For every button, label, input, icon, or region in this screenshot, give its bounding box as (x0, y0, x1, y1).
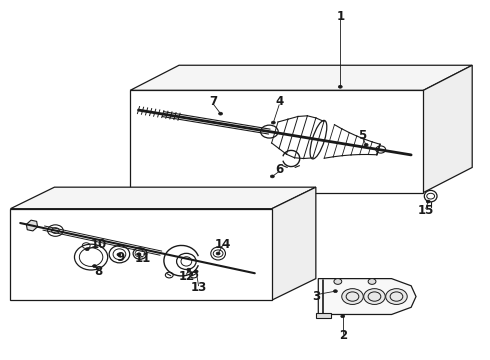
Polygon shape (272, 187, 316, 300)
Polygon shape (423, 65, 472, 193)
Text: 10: 10 (90, 238, 106, 251)
Circle shape (342, 289, 363, 305)
Circle shape (426, 200, 430, 203)
Circle shape (85, 248, 89, 251)
Text: 9: 9 (116, 251, 124, 264)
Polygon shape (10, 209, 272, 300)
Text: 5: 5 (358, 129, 367, 142)
Circle shape (386, 289, 407, 305)
Circle shape (137, 253, 141, 256)
Circle shape (216, 252, 220, 255)
Circle shape (364, 143, 368, 146)
Polygon shape (318, 279, 416, 315)
Circle shape (341, 315, 344, 318)
Polygon shape (26, 220, 38, 231)
Text: 8: 8 (94, 265, 102, 278)
Circle shape (219, 112, 222, 115)
Circle shape (270, 175, 274, 178)
Circle shape (364, 289, 385, 305)
Circle shape (194, 270, 198, 273)
Circle shape (187, 268, 191, 271)
Polygon shape (130, 90, 423, 193)
Text: 4: 4 (275, 95, 283, 108)
Circle shape (368, 279, 376, 284)
Circle shape (333, 290, 337, 293)
Text: 14: 14 (215, 238, 231, 251)
Polygon shape (316, 313, 331, 318)
Text: 1: 1 (336, 10, 344, 23)
Polygon shape (130, 65, 472, 90)
Text: 13: 13 (191, 281, 207, 294)
Circle shape (271, 121, 275, 124)
Text: 3: 3 (312, 290, 320, 303)
Text: 15: 15 (417, 204, 434, 217)
Text: 7: 7 (209, 95, 217, 108)
Circle shape (117, 253, 121, 256)
Circle shape (338, 85, 342, 88)
Text: 6: 6 (275, 163, 283, 176)
Text: 12: 12 (178, 270, 195, 283)
Polygon shape (10, 187, 316, 209)
Text: 2: 2 (339, 329, 347, 342)
Text: 11: 11 (134, 252, 150, 265)
Circle shape (334, 279, 342, 284)
Circle shape (93, 265, 97, 267)
